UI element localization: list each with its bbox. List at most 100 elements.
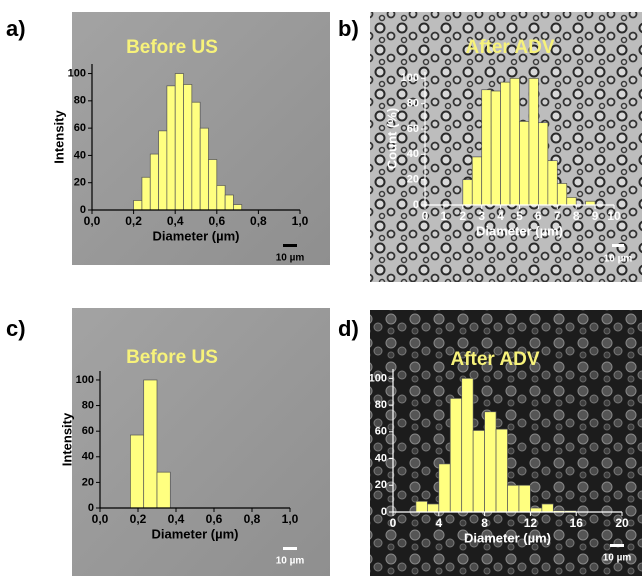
- x-tick-label: 20: [615, 516, 629, 530]
- scale-bar: [283, 244, 297, 247]
- x-tick-label: 4: [435, 516, 442, 530]
- x-tick-label: 0,6: [206, 512, 223, 526]
- scale-bar: [610, 544, 624, 547]
- bar: [518, 484, 531, 513]
- bar: [462, 179, 473, 206]
- x-tick-label: 5: [516, 209, 523, 223]
- x-tick-label: 1,0: [292, 214, 309, 228]
- bar: [449, 398, 463, 513]
- micrograph: [72, 308, 330, 576]
- x-tick-label: 1,0: [282, 512, 299, 526]
- bar: [143, 379, 158, 509]
- y-axis-label: Count (%): [352, 410, 367, 471]
- bar: [156, 471, 171, 509]
- y-tick-label: 100: [68, 67, 86, 79]
- y-tick-label: 80: [74, 95, 86, 107]
- bar: [519, 121, 530, 206]
- bar: [547, 160, 558, 206]
- bar: [158, 130, 168, 211]
- panel-title: Before US: [126, 347, 218, 368]
- bar: [233, 204, 243, 211]
- x-tick-label: 2: [459, 209, 466, 223]
- y-tick-label: 0: [80, 204, 86, 216]
- bar: [566, 197, 577, 206]
- bar: [484, 411, 497, 513]
- y-tick-label: 0: [88, 502, 94, 514]
- bar: [174, 73, 184, 211]
- y-tick-label: 80: [407, 98, 419, 110]
- x-axis-label: Diameter (µm): [476, 223, 563, 238]
- y-tick-label: 60: [82, 425, 94, 437]
- bar: [183, 84, 193, 211]
- bar: [556, 183, 568, 206]
- y-tick-label: 60: [74, 122, 86, 134]
- panel-label: d): [338, 316, 359, 341]
- y-tick-label: 100: [76, 374, 94, 386]
- panel-title: After ADV: [465, 37, 554, 58]
- bar: [130, 434, 145, 509]
- scale-bar-label: 10 µm: [276, 253, 305, 264]
- y-tick-label: 40: [407, 148, 419, 160]
- bar: [507, 484, 520, 513]
- x-tick-label: 0: [422, 209, 429, 223]
- x-tick-label: 9: [592, 209, 599, 223]
- y-tick-label: 100: [369, 372, 387, 384]
- bar: [530, 507, 543, 513]
- bar: [528, 77, 539, 206]
- panel-label: c): [6, 316, 26, 341]
- x-tick-label: 12: [524, 516, 538, 530]
- x-tick-label: 0,4: [167, 214, 184, 228]
- x-axis-label: Diameter (µm): [153, 228, 240, 243]
- bar: [461, 378, 474, 513]
- y-tick-label: 20: [82, 476, 94, 488]
- bar: [472, 430, 485, 513]
- y-tick-label: 60: [375, 426, 387, 438]
- bar: [538, 122, 549, 206]
- y-axis-label: Intensity: [59, 412, 74, 466]
- x-tick-label: 0,4: [168, 512, 185, 526]
- bar: [415, 500, 428, 513]
- x-tick-label: 4: [497, 209, 504, 223]
- y-tick-label: 60: [407, 123, 419, 135]
- y-tick-label: 0: [381, 506, 387, 518]
- x-tick-label: 8: [573, 209, 580, 223]
- bar: [141, 176, 151, 211]
- x-tick-label: 0,6: [208, 214, 225, 228]
- bar: [509, 77, 520, 206]
- scale-bar-label: 10 µm: [603, 553, 632, 564]
- scale-bar-label: 10 µm: [604, 254, 633, 265]
- bar: [224, 194, 234, 211]
- x-tick-label: 0,0: [92, 512, 109, 526]
- bar: [481, 89, 492, 206]
- x-tick-label: 0,2: [125, 214, 142, 228]
- bar: [208, 159, 218, 211]
- bar: [216, 185, 226, 211]
- scale-bar: [612, 244, 624, 247]
- x-tick-label: 0,8: [244, 512, 261, 526]
- bar: [541, 503, 554, 513]
- y-tick-label: 40: [375, 452, 387, 464]
- y-axis-label: Count (%): [384, 108, 399, 169]
- x-tick-label: 1: [441, 209, 448, 223]
- x-tick-label: 10: [607, 209, 621, 223]
- bar: [191, 101, 201, 211]
- scale-bar-label: 10 µm: [276, 556, 305, 567]
- panel-label: b): [338, 16, 359, 41]
- x-tick-label: 0,0: [84, 214, 101, 228]
- y-tick-label: 40: [74, 149, 86, 161]
- bar: [149, 153, 159, 211]
- panel-title: Before US: [126, 37, 218, 58]
- x-tick-label: 3: [478, 209, 485, 223]
- x-tick-label: 6: [535, 209, 542, 223]
- y-tick-label: 80: [375, 399, 387, 411]
- bar: [427, 503, 440, 513]
- x-tick-label: 7: [554, 209, 561, 223]
- bar: [495, 428, 508, 513]
- y-axis-label: Intensity: [51, 110, 66, 164]
- bar: [490, 90, 501, 206]
- panel-label: a): [6, 16, 26, 41]
- y-tick-label: 100: [401, 72, 419, 84]
- bar: [133, 200, 143, 211]
- bar: [438, 463, 451, 513]
